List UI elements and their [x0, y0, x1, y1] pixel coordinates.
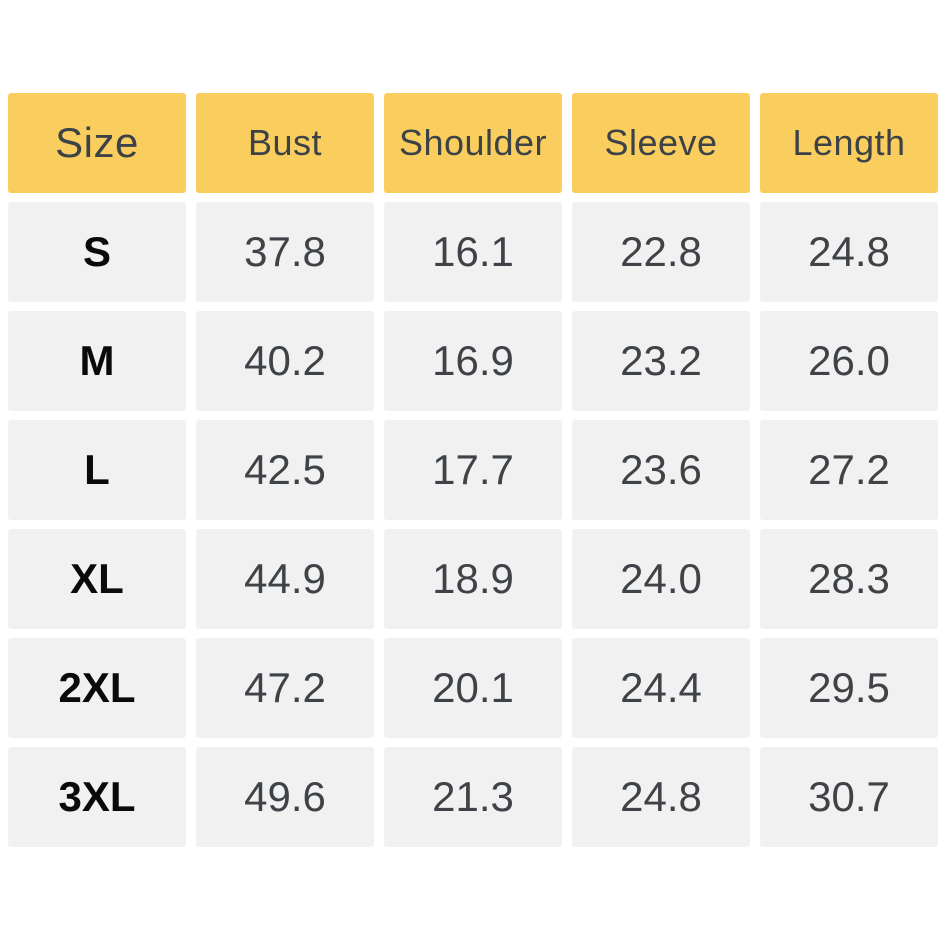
column-header-bust: Bust [196, 93, 374, 193]
sleeve-cell: 22.8 [572, 202, 750, 302]
length-cell: 28.3 [760, 529, 938, 629]
shoulder-cell: 17.7 [384, 420, 562, 520]
size-cell: S [8, 202, 186, 302]
length-cell: 27.2 [760, 420, 938, 520]
length-cell: 24.8 [760, 202, 938, 302]
size-chart-table: Size Bust Shoulder Sleeve Length S 37.8 … [8, 93, 938, 847]
shoulder-cell: 16.9 [384, 311, 562, 411]
length-cell: 30.7 [760, 747, 938, 847]
shoulder-cell: 21.3 [384, 747, 562, 847]
bust-cell: 42.5 [196, 420, 374, 520]
size-cell: 3XL [8, 747, 186, 847]
size-cell: M [8, 311, 186, 411]
size-chart: Size Bust Shoulder Sleeve Length S 37.8 … [8, 93, 938, 847]
sleeve-cell: 24.8 [572, 747, 750, 847]
length-cell: 26.0 [760, 311, 938, 411]
column-header-shoulder: Shoulder [384, 93, 562, 193]
shoulder-cell: 16.1 [384, 202, 562, 302]
length-cell: 29.5 [760, 638, 938, 738]
size-cell: 2XL [8, 638, 186, 738]
size-cell: XL [8, 529, 186, 629]
sleeve-cell: 23.6 [572, 420, 750, 520]
column-header-length: Length [760, 93, 938, 193]
bust-cell: 40.2 [196, 311, 374, 411]
shoulder-cell: 18.9 [384, 529, 562, 629]
column-header-size: Size [8, 93, 186, 193]
bust-cell: 37.8 [196, 202, 374, 302]
bust-cell: 44.9 [196, 529, 374, 629]
bust-cell: 47.2 [196, 638, 374, 738]
size-cell: L [8, 420, 186, 520]
column-header-sleeve: Sleeve [572, 93, 750, 193]
bust-cell: 49.6 [196, 747, 374, 847]
sleeve-cell: 23.2 [572, 311, 750, 411]
sleeve-cell: 24.0 [572, 529, 750, 629]
shoulder-cell: 20.1 [384, 638, 562, 738]
sleeve-cell: 24.4 [572, 638, 750, 738]
